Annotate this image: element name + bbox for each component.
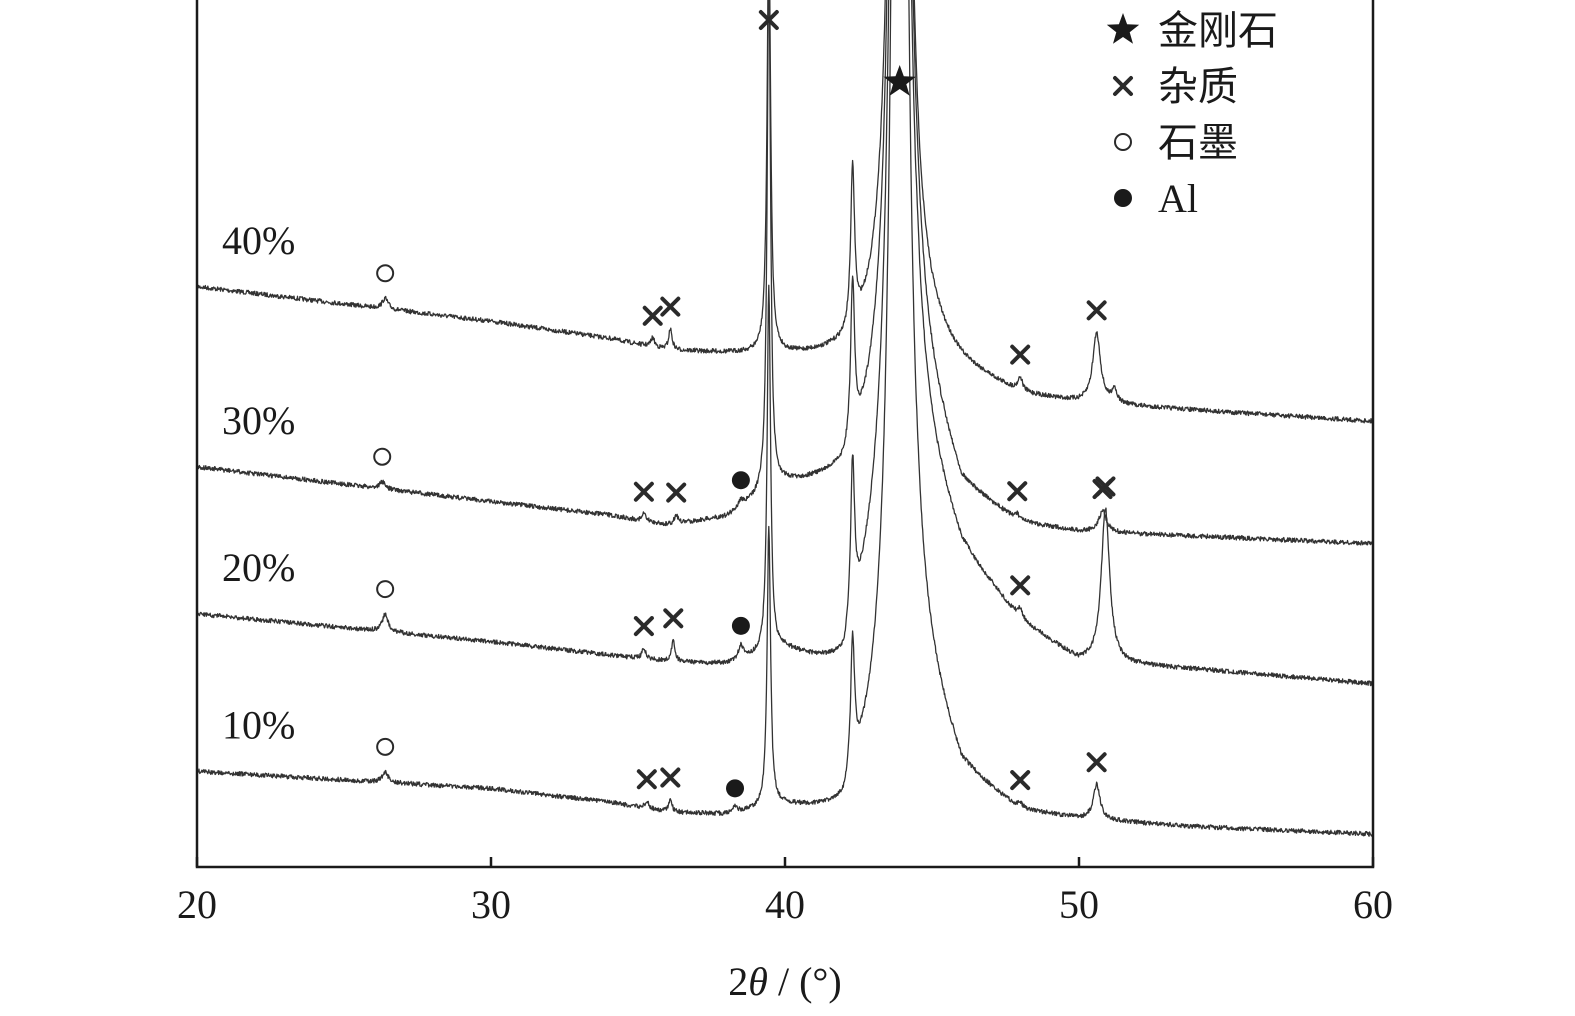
x-tick-label: 40 [765,882,805,927]
peak-marker-cross [1010,575,1031,596]
series-label: 40% [222,218,295,263]
x-tick-label: 30 [471,882,511,927]
peak-marker-filled-circle [731,616,750,635]
peak-marker-cross [660,296,681,317]
peak-marker-cross [636,769,657,790]
peak-marker-open-circle [376,737,395,756]
peak-marker-cross [642,305,663,326]
legend-label: Al [1158,176,1198,221]
legend-marker-star [1106,13,1140,44]
marker-group [373,10,1116,798]
trace-group [197,0,1373,837]
peak-marker-cross [633,616,654,637]
peak-marker-open-circle [376,264,395,283]
peak-marker-cross [663,608,684,629]
peak-marker-cross [1095,476,1116,497]
series-trace-40pct [197,0,1373,424]
x-axis-title: 2θ / (°) [728,959,841,1004]
legend-marker-open-circle [1114,133,1132,151]
peak-marker-cross [666,482,687,503]
legend-label: 金刚石 [1158,8,1278,53]
series-label: 20% [222,545,295,590]
legend-label: 杂质 [1158,64,1238,109]
x-tick-label: 20 [177,882,217,927]
x-axis: 20 30 40 50 60 [177,857,1393,927]
peak-marker-cross [758,10,779,30]
legend-marker-cross [1113,76,1133,96]
peak-marker-cross [1010,344,1031,365]
peak-marker-star [883,65,916,96]
x-tick-label: 60 [1353,882,1393,927]
peak-marker-open-circle [373,447,392,466]
series-label: 30% [222,398,295,443]
peak-marker-filled-circle [726,779,745,798]
series-trace-10pct [197,0,1373,837]
peak-marker-cross [633,481,654,502]
peak-marker-cross [1086,752,1107,773]
peak-marker-filled-circle [731,471,750,490]
x-tick-label: 50 [1059,882,1099,927]
series-trace-30pct [197,0,1373,546]
legend-label: 石墨 [1158,120,1238,165]
peak-marker-open-circle [376,580,395,599]
peak-marker-cross [1007,481,1028,502]
series-label: 10% [222,703,295,748]
peak-marker-cross [1010,770,1031,791]
peak-marker-cross [660,767,681,788]
series-label-group: 40% 30% 20% 10% [222,218,295,748]
peak-marker-cross [1086,300,1107,321]
series-trace-20pct [197,0,1373,687]
legend-marker-filled-circle [1114,189,1132,207]
